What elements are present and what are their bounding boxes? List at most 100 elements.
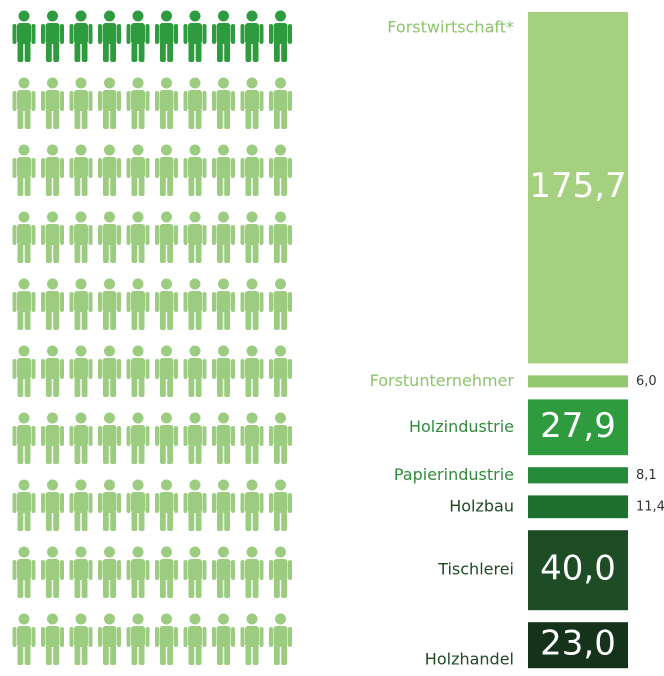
icon-arm: [41, 24, 45, 44]
person-icon: [269, 546, 292, 598]
icon-leg: [110, 310, 116, 330]
icon-arm: [145, 91, 150, 111]
icon-leg: [224, 109, 230, 129]
icon-arm: [212, 627, 216, 647]
icon-head: [246, 479, 258, 491]
icon-arm: [240, 24, 245, 44]
icon-body: [45, 157, 60, 178]
icon-body: [45, 492, 60, 513]
icon-leg: [103, 176, 109, 196]
icon-leg: [274, 578, 280, 598]
icon-leg: [74, 511, 81, 531]
icon-leg: [281, 176, 287, 196]
icon-leg: [103, 310, 109, 330]
person-icon: [183, 546, 207, 598]
icon-leg: [188, 176, 195, 196]
icon-arm: [31, 560, 36, 580]
icon-body: [102, 559, 117, 580]
person-icon: [98, 278, 121, 330]
icon-body: [102, 291, 117, 312]
icon-arm: [231, 426, 235, 446]
icon-leg: [138, 578, 145, 598]
icon-leg: [131, 310, 138, 330]
icon-body: [216, 291, 231, 312]
icon-body: [188, 425, 202, 446]
icon-body: [159, 90, 174, 111]
icon-arm: [269, 627, 273, 647]
icon-arm: [69, 91, 74, 111]
icon-leg: [46, 42, 52, 62]
icon-leg: [17, 645, 24, 665]
person-icon: [155, 546, 178, 598]
icon-body: [216, 23, 231, 44]
icon-leg: [252, 444, 259, 464]
person-icon: [240, 10, 264, 62]
person-icon: [240, 613, 264, 665]
icon-body: [273, 90, 288, 111]
icon-arm: [288, 158, 292, 178]
icon-arm: [12, 426, 17, 446]
icon-arm: [60, 560, 64, 580]
icon-arm: [31, 627, 36, 647]
icon-leg: [281, 377, 287, 397]
icon-arm: [269, 225, 273, 245]
icon-leg: [160, 176, 166, 196]
icon-head: [275, 278, 286, 290]
icon-head: [47, 211, 58, 223]
icon-arm: [240, 158, 245, 178]
icon-arm: [60, 627, 64, 647]
icon-head: [218, 412, 229, 424]
icon-head: [104, 345, 115, 357]
icon-head: [47, 345, 58, 357]
person-icon: [12, 345, 36, 397]
bar-segment: [528, 495, 628, 519]
icon-head: [75, 144, 87, 156]
icon-leg: [217, 176, 223, 196]
icon-leg: [167, 444, 173, 464]
person-icon: [269, 77, 292, 129]
icon-arm: [60, 426, 64, 446]
icon-leg: [17, 377, 24, 397]
icon-arm: [12, 292, 17, 312]
icon-leg: [110, 511, 116, 531]
icon-arm: [231, 158, 235, 178]
icon-head: [104, 211, 115, 223]
icon-head: [218, 345, 229, 357]
icon-leg: [17, 176, 24, 196]
person-icon: [41, 278, 64, 330]
icon-leg: [46, 109, 52, 129]
icon-body: [159, 626, 174, 647]
icon-leg: [103, 243, 109, 263]
icon-body: [159, 559, 174, 580]
icon-arm: [12, 158, 17, 178]
person-icon: [269, 412, 292, 464]
icon-arm: [155, 560, 159, 580]
bar-segment: [528, 12, 628, 364]
icon-leg: [224, 310, 230, 330]
icon-body: [273, 358, 288, 379]
icon-body: [216, 358, 231, 379]
icon-arm: [288, 225, 292, 245]
icon-body: [216, 559, 231, 580]
icon-leg: [167, 176, 173, 196]
icon-head: [75, 278, 87, 290]
icon-leg: [74, 109, 81, 129]
icon-head: [47, 10, 58, 22]
pictogram: [12, 10, 292, 665]
icon-arm: [240, 91, 245, 111]
icon-arm: [145, 627, 150, 647]
icon-arm: [69, 560, 74, 580]
person-icon: [183, 144, 207, 196]
icon-leg: [103, 444, 109, 464]
icon-arm: [145, 426, 150, 446]
icon-arm: [212, 91, 216, 111]
icon-body: [45, 425, 60, 446]
icon-leg: [188, 243, 195, 263]
icon-body: [273, 224, 288, 245]
person-icon: [98, 211, 121, 263]
icon-arm: [88, 359, 93, 379]
icon-leg: [74, 243, 81, 263]
icon-leg: [131, 176, 138, 196]
person-icon: [98, 10, 121, 62]
icon-leg: [167, 109, 173, 129]
